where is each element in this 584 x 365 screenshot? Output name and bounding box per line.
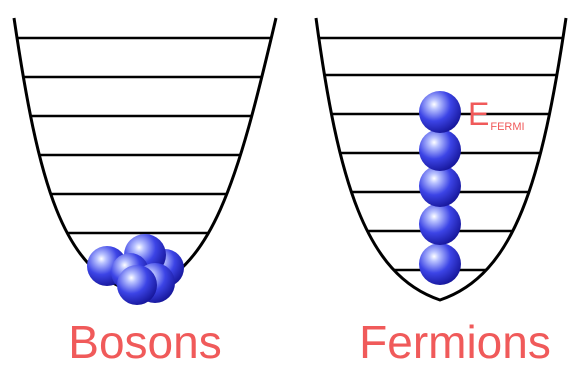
fermi-energy-label: EFERMI [468,96,525,133]
bosons-well [12,17,278,305]
fermi-energy-symbol: E [468,96,489,132]
fermion-particle [419,243,461,285]
fermions-well [314,17,568,302]
bosons-caption: Bosons [68,316,221,365]
bosons-particles [87,234,184,305]
fermions-potential-curve [314,17,568,302]
boson-particle [117,265,157,305]
fermions-particles [419,91,461,285]
fermion-particle [419,203,461,245]
fermi-energy-subscript: FERMI [490,121,524,133]
fermions-caption: Fermions [359,316,551,365]
bosons-energy-levels [17,36,272,273]
fermion-particle [419,91,461,133]
fermion-particle [419,165,461,207]
fermion-particle [419,129,461,171]
